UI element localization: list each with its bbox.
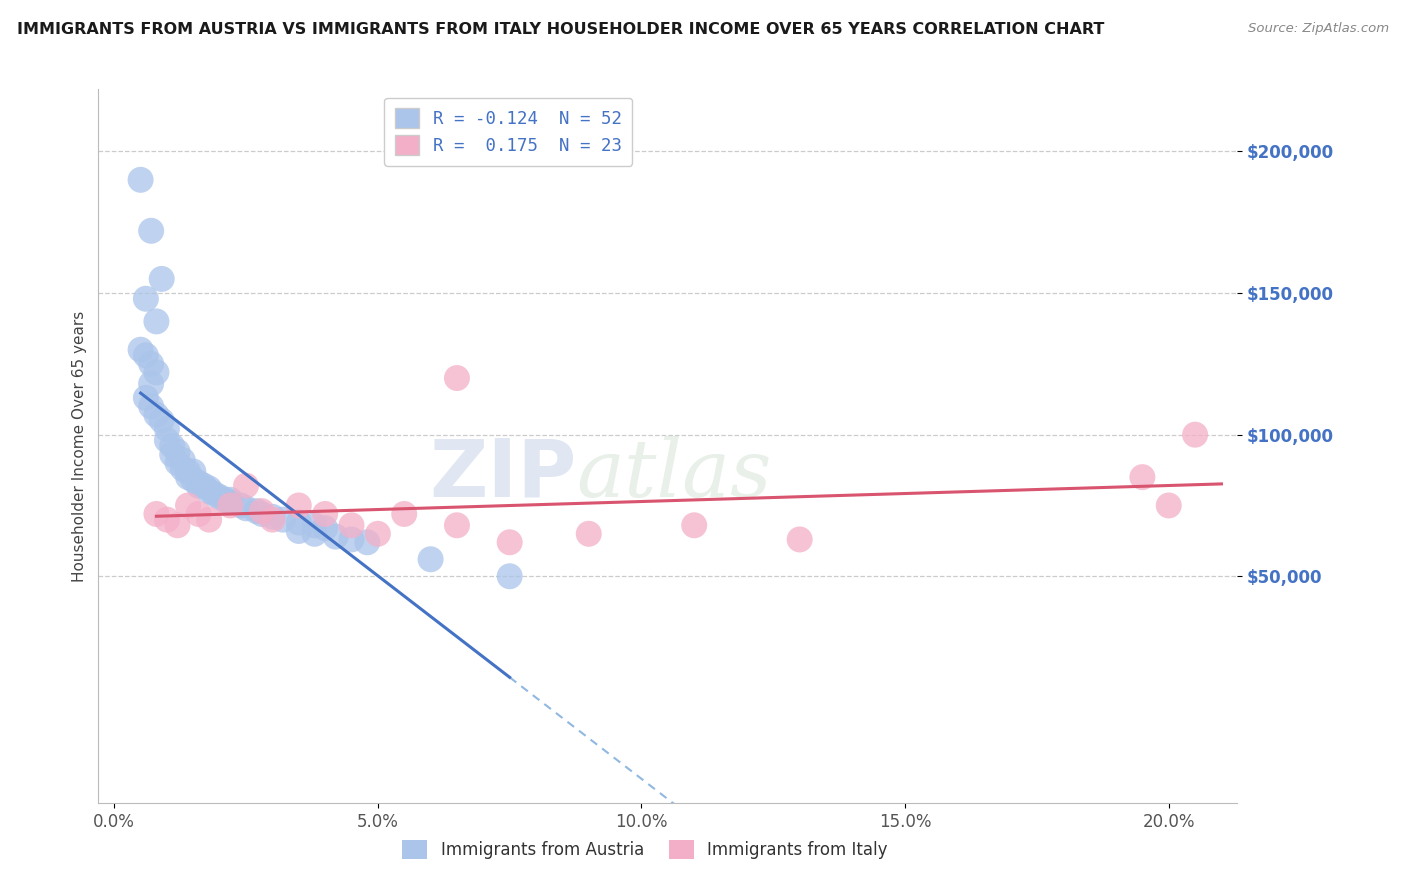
Point xyxy=(219,492,242,507)
Point xyxy=(145,507,167,521)
Point xyxy=(162,439,183,453)
Point xyxy=(499,569,522,583)
Point xyxy=(141,400,163,414)
Point xyxy=(145,314,167,328)
Point xyxy=(156,513,179,527)
Point xyxy=(214,492,236,507)
Point xyxy=(1132,470,1154,484)
Text: atlas: atlas xyxy=(576,436,772,513)
Point xyxy=(141,376,163,391)
Point xyxy=(129,343,152,357)
Point xyxy=(1184,427,1206,442)
Point xyxy=(166,444,188,458)
Point xyxy=(187,478,209,492)
Text: ZIP: ZIP xyxy=(429,435,576,514)
Point xyxy=(235,478,257,492)
Point xyxy=(198,513,221,527)
Point xyxy=(304,518,326,533)
Point xyxy=(250,504,273,518)
Point xyxy=(288,499,311,513)
Point xyxy=(304,526,326,541)
Point xyxy=(1157,499,1180,513)
Text: IMMIGRANTS FROM AUSTRIA VS IMMIGRANTS FROM ITALY HOUSEHOLDER INCOME OVER 65 YEAR: IMMIGRANTS FROM AUSTRIA VS IMMIGRANTS FR… xyxy=(17,22,1104,37)
Point xyxy=(356,535,378,549)
Point xyxy=(219,499,242,513)
Point xyxy=(162,448,183,462)
Point xyxy=(340,518,363,533)
Point xyxy=(177,499,200,513)
Point xyxy=(367,526,389,541)
Legend: Immigrants from Austria, Immigrants from Italy: Immigrants from Austria, Immigrants from… xyxy=(395,833,894,866)
Point xyxy=(683,518,706,533)
Point xyxy=(135,391,157,405)
Point xyxy=(262,509,284,524)
Point xyxy=(419,552,441,566)
Point xyxy=(135,348,157,362)
Point xyxy=(150,413,173,427)
Point xyxy=(150,272,173,286)
Point xyxy=(166,456,188,470)
Point xyxy=(314,507,336,521)
Point xyxy=(187,507,209,521)
Point xyxy=(129,173,152,187)
Point xyxy=(235,501,257,516)
Point xyxy=(271,513,294,527)
Point xyxy=(198,482,221,496)
Point xyxy=(145,408,167,422)
Point xyxy=(229,499,252,513)
Point xyxy=(499,535,522,549)
Point xyxy=(198,484,221,499)
Point xyxy=(262,513,284,527)
Point xyxy=(208,490,231,504)
Point xyxy=(288,524,311,538)
Point xyxy=(183,465,205,479)
Point xyxy=(250,507,273,521)
Point xyxy=(446,518,468,533)
Point xyxy=(135,292,157,306)
Point xyxy=(314,521,336,535)
Point xyxy=(183,473,205,487)
Point xyxy=(288,516,311,530)
Point xyxy=(177,465,200,479)
Point xyxy=(789,533,811,547)
Point xyxy=(219,495,242,509)
Point xyxy=(187,475,209,490)
Point xyxy=(177,470,200,484)
Point xyxy=(156,422,179,436)
Point xyxy=(193,478,215,492)
Point xyxy=(145,365,167,379)
Point xyxy=(204,487,226,501)
Point xyxy=(446,371,468,385)
Point xyxy=(166,518,188,533)
Point xyxy=(172,453,194,467)
Point xyxy=(578,526,600,541)
Point xyxy=(156,434,179,448)
Point xyxy=(172,461,194,475)
Y-axis label: Householder Income Over 65 years: Householder Income Over 65 years xyxy=(72,310,87,582)
Point xyxy=(141,357,163,371)
Text: Source: ZipAtlas.com: Source: ZipAtlas.com xyxy=(1249,22,1389,36)
Point xyxy=(394,507,416,521)
Point xyxy=(340,533,363,547)
Point xyxy=(325,530,347,544)
Point xyxy=(246,504,269,518)
Point xyxy=(141,224,163,238)
